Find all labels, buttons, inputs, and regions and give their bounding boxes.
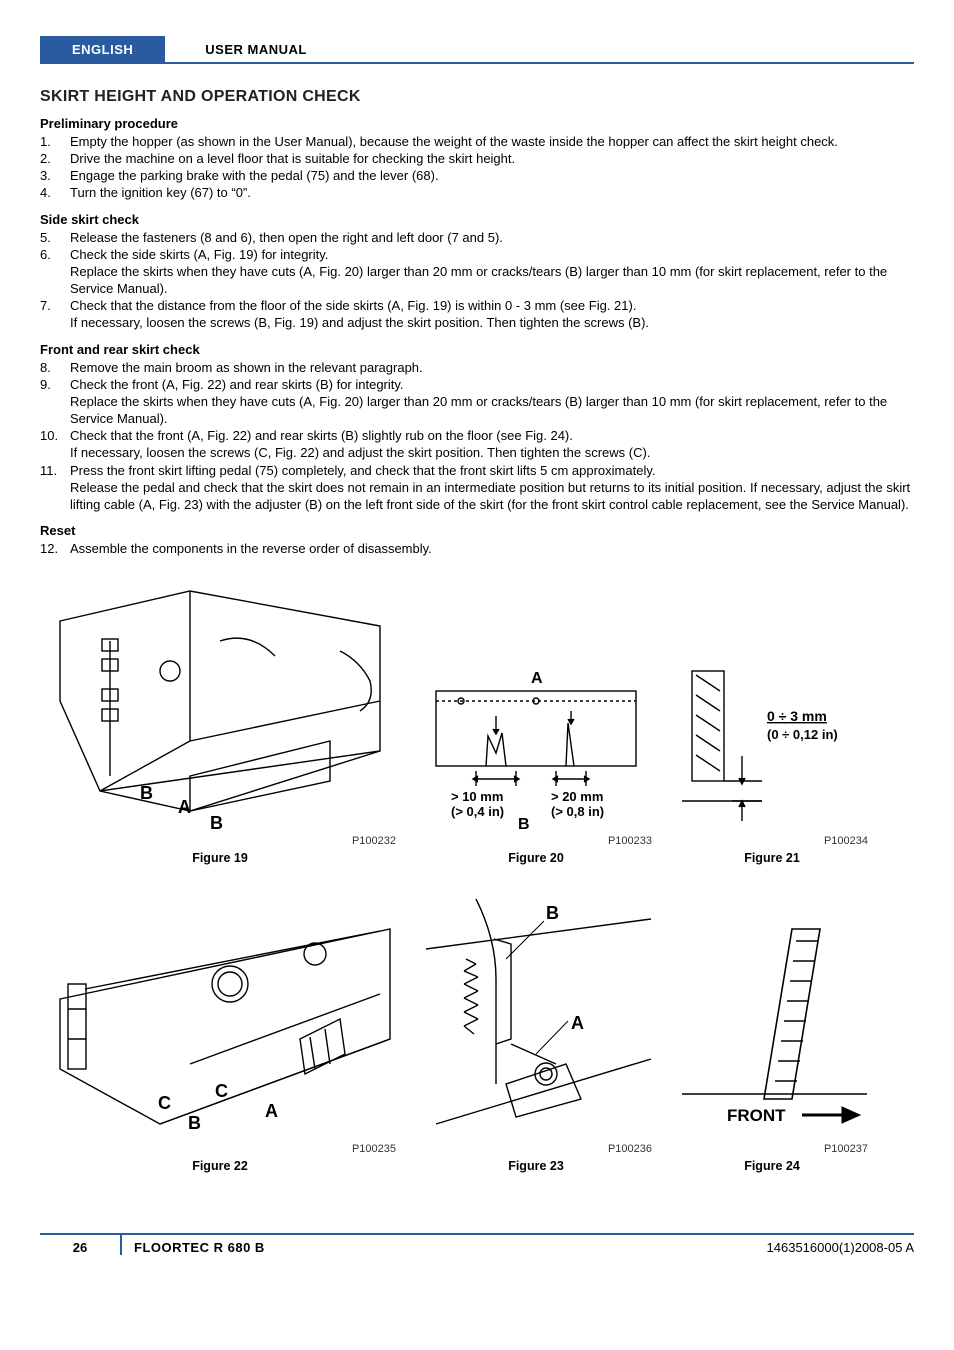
item-number: 12. bbox=[40, 540, 70, 557]
footer-model: FLOORTEC R 680 B bbox=[134, 1240, 265, 1255]
item-number: 10. bbox=[40, 427, 70, 461]
fig19-label-b2: B bbox=[210, 813, 223, 831]
item-number: 5. bbox=[40, 229, 70, 246]
list-item: 9.Check the front (A, Fig. 22) and rear … bbox=[40, 376, 914, 427]
item-number: 9. bbox=[40, 376, 70, 427]
procedure-list: 1.Empty the hopper (as shown in the User… bbox=[40, 133, 914, 202]
figure-21-caption: Figure 21 bbox=[744, 851, 800, 865]
item-text: Release the fasteners (8 and 6), then op… bbox=[70, 229, 914, 246]
main-heading: SKIRT HEIGHT AND OPERATION CHECK bbox=[40, 88, 914, 106]
item-text: Check that the front (A, Fig. 22) and re… bbox=[70, 427, 914, 461]
page: ENGLISH USER MANUAL SKIRT HEIGHT AND OPE… bbox=[0, 0, 954, 1275]
item-text: Empty the hopper (as shown in the User M… bbox=[70, 133, 914, 150]
figure-21-svg: 0 ÷ 3 mm (0 ÷ 0,12 in) bbox=[672, 661, 872, 831]
figure-19-svg: B A B bbox=[40, 581, 400, 831]
figure-22: C C B A P100235 Figure 22 bbox=[40, 889, 400, 1173]
list-item: 8.Remove the main broom as shown in the … bbox=[40, 359, 914, 376]
item-number: 1. bbox=[40, 133, 70, 150]
procedure-list: 8.Remove the main broom as shown in the … bbox=[40, 359, 914, 513]
item-text: Press the front skirt lifting pedal (75)… bbox=[70, 462, 914, 513]
list-item: 4.Turn the ignition key (67) to “0”. bbox=[40, 184, 914, 201]
fig22-c1: C bbox=[158, 1093, 171, 1113]
fig19-label-b1: B bbox=[140, 783, 153, 803]
item-number: 6. bbox=[40, 246, 70, 297]
fig20-label-b: B bbox=[518, 816, 530, 831]
content-sections: Preliminary procedure 1.Empty the hopper … bbox=[40, 116, 914, 557]
list-item: 2.Drive the machine on a level floor tha… bbox=[40, 150, 914, 167]
figure-24-pcode: P100237 bbox=[824, 1143, 868, 1155]
figure-24: FRONT P100237 Figure 24 bbox=[672, 889, 872, 1173]
item-number: 8. bbox=[40, 359, 70, 376]
fig22-c2: C bbox=[215, 1081, 228, 1101]
figure-22-caption: Figure 22 bbox=[192, 1159, 248, 1173]
item-number: 2. bbox=[40, 150, 70, 167]
fig24-front: FRONT bbox=[727, 1106, 786, 1125]
list-item: 5.Release the fasteners (8 and 6), then … bbox=[40, 229, 914, 246]
sub-heading: Front and rear skirt check bbox=[40, 342, 914, 357]
list-item: 7.Check that the distance from the floor… bbox=[40, 297, 914, 331]
fig21-range: 0 ÷ 3 mm bbox=[767, 708, 827, 724]
sub-heading: Preliminary procedure bbox=[40, 116, 914, 131]
fig22-b: B bbox=[188, 1113, 201, 1133]
sub-heading: Reset bbox=[40, 523, 914, 538]
figures-row-2: C C B A P100235 Figure 22 bbox=[40, 889, 914, 1173]
figures-row-1: B A B P100232 Figure 19 bbox=[40, 581, 914, 865]
footer-separator bbox=[120, 1235, 122, 1255]
list-item: 1.Empty the hopper (as shown in the User… bbox=[40, 133, 914, 150]
item-number: 3. bbox=[40, 167, 70, 184]
figure-24-caption: Figure 24 bbox=[744, 1159, 800, 1173]
figure-20-caption: Figure 20 bbox=[508, 851, 564, 865]
item-number: 4. bbox=[40, 184, 70, 201]
page-footer: 26 FLOORTEC R 680 B 1463516000(1)2008-05… bbox=[40, 1233, 914, 1255]
item-text: Drive the machine on a level floor that … bbox=[70, 150, 914, 167]
list-item: 10.Check that the front (A, Fig. 22) and… bbox=[40, 427, 914, 461]
item-text: Check that the distance from the floor o… bbox=[70, 297, 914, 331]
figure-19-caption: Figure 19 bbox=[192, 851, 248, 865]
figure-20-pcode: P100233 bbox=[608, 835, 652, 847]
figure-22-svg: C C B A bbox=[40, 889, 400, 1139]
sub-heading: Side skirt check bbox=[40, 212, 914, 227]
figure-23-pcode: P100236 bbox=[608, 1143, 652, 1155]
figure-24-svg: FRONT bbox=[672, 889, 872, 1139]
item-text: Turn the ignition key (67) to “0”. bbox=[70, 184, 914, 201]
figure-23-svg: B A bbox=[416, 889, 656, 1139]
figure-21-pcode: P100234 bbox=[824, 835, 868, 847]
figure-20-svg: A > 10 mm (> 0,4 in) B > 20 mm (> 0,8 in… bbox=[416, 661, 656, 831]
figure-19-pcode: P100232 bbox=[352, 835, 396, 847]
list-item: 6.Check the side skirts (A, Fig. 19) for… bbox=[40, 246, 914, 297]
figure-22-pcode: P100235 bbox=[352, 1143, 396, 1155]
fig20-gt10in: (> 0,4 in) bbox=[451, 804, 504, 819]
fig19-label-a: A bbox=[178, 797, 191, 817]
procedure-list: 5.Release the fasteners (8 and 6), then … bbox=[40, 229, 914, 332]
fig20-label-a: A bbox=[531, 670, 543, 687]
item-number: 7. bbox=[40, 297, 70, 331]
figure-20: A > 10 mm (> 0,4 in) B > 20 mm (> 0,8 in… bbox=[416, 661, 656, 865]
item-number: 11. bbox=[40, 462, 70, 513]
fig20-gt20: > 20 mm bbox=[551, 789, 603, 804]
footer-docno: 1463516000(1)2008-05 A bbox=[767, 1240, 914, 1255]
list-item: 12.Assemble the components in the revers… bbox=[40, 540, 914, 557]
procedure-list: 12.Assemble the components in the revers… bbox=[40, 540, 914, 557]
page-number: 26 bbox=[40, 1240, 120, 1255]
list-item: 3.Engage the parking brake with the peda… bbox=[40, 167, 914, 184]
fig20-gt10: > 10 mm bbox=[451, 789, 503, 804]
fig21-range-in: (0 ÷ 0,12 in) bbox=[767, 727, 838, 742]
fig22-a: A bbox=[265, 1101, 278, 1121]
figure-21: 0 ÷ 3 mm (0 ÷ 0,12 in) P100234 Figure 21 bbox=[672, 661, 872, 865]
language-chip: ENGLISH bbox=[40, 36, 165, 62]
item-text: Assemble the components in the reverse o… bbox=[70, 540, 914, 557]
fig23-b: B bbox=[546, 903, 559, 923]
item-text: Check the side skirts (A, Fig. 19) for i… bbox=[70, 246, 914, 297]
item-text: Engage the parking brake with the pedal … bbox=[70, 167, 914, 184]
doc-type-label: USER MANUAL bbox=[165, 36, 307, 62]
fig20-gt20in: (> 0,8 in) bbox=[551, 804, 604, 819]
item-text: Check the front (A, Fig. 22) and rear sk… bbox=[70, 376, 914, 427]
list-item: 11.Press the front skirt lifting pedal (… bbox=[40, 462, 914, 513]
figure-23-caption: Figure 23 bbox=[508, 1159, 564, 1173]
fig23-a: A bbox=[571, 1013, 584, 1033]
header-bar: ENGLISH USER MANUAL bbox=[40, 36, 914, 64]
figure-23: B A P100236 Figure 23 bbox=[416, 889, 656, 1173]
figure-19: B A B P100232 Figure 19 bbox=[40, 581, 400, 865]
item-text: Remove the main broom as shown in the re… bbox=[70, 359, 914, 376]
